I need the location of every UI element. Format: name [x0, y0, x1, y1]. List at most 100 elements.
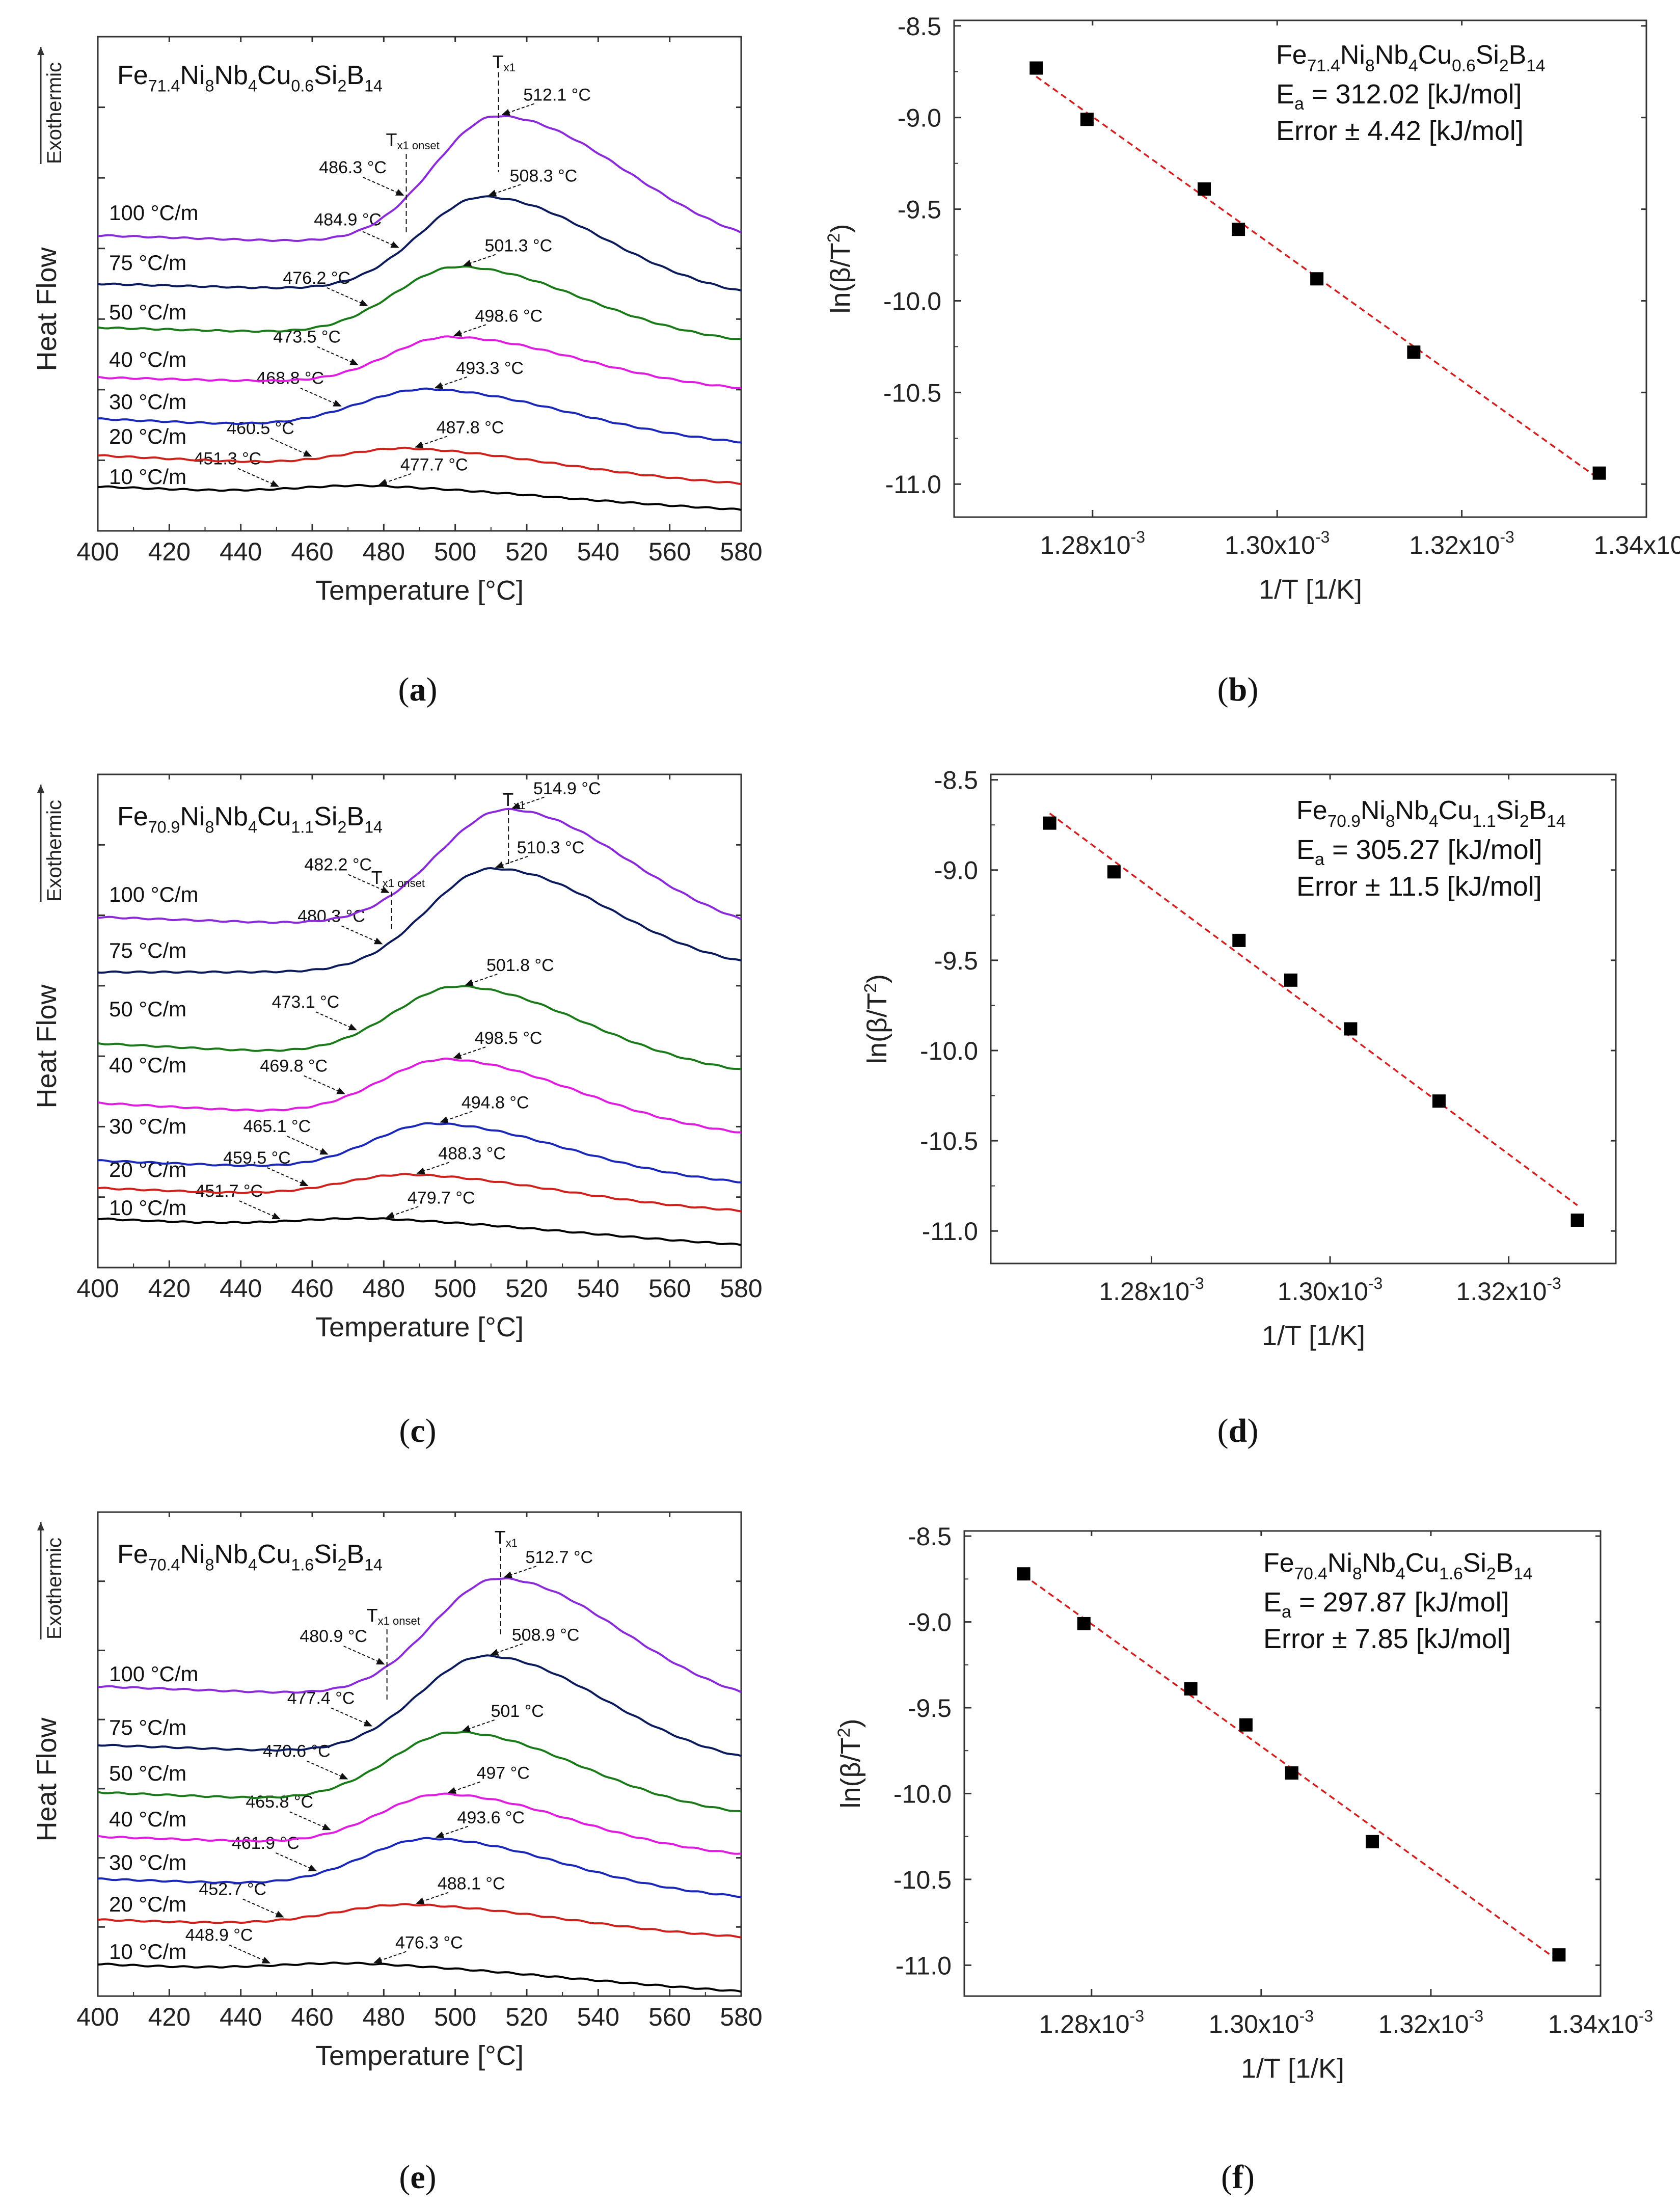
- arrow-head: [495, 862, 504, 869]
- y-tick-label: -9.0: [934, 856, 978, 885]
- x-tick-label: 580: [720, 1274, 762, 1303]
- data-point: [1570, 1213, 1584, 1227]
- dsc-curve: [97, 1577, 742, 1694]
- arrow-head: [333, 399, 342, 407]
- x-tick-label: 1.32x10-3: [1456, 1274, 1561, 1306]
- rate-label: 50 °C/m: [109, 1761, 186, 1785]
- x-tick-label: 400: [76, 1274, 119, 1303]
- x-tick-label: 440: [220, 537, 262, 566]
- arrow-head: [440, 1116, 449, 1123]
- peak-value: 512.1 °C: [523, 86, 591, 105]
- arrow-head: [462, 1725, 471, 1732]
- fit-line: [1036, 75, 1600, 480]
- peak-value: 497 °C: [476, 1764, 529, 1783]
- data-point: [1239, 1718, 1253, 1732]
- dsc-curve: [97, 446, 742, 486]
- x-tick-label: 500: [434, 1274, 476, 1303]
- dsc-curve: [97, 1731, 742, 1813]
- peak-value: 493.3 °C: [456, 359, 524, 378]
- onset-value: 448.9 °C: [185, 1926, 253, 1945]
- y-tick-label: -9.5: [898, 196, 941, 224]
- arrow-head: [37, 47, 44, 55]
- peak-arrow: [487, 184, 521, 197]
- arrow-head: [37, 1522, 44, 1530]
- peak-value: 498.5 °C: [475, 1029, 543, 1048]
- dsc-curve: [97, 808, 742, 924]
- x-tick-label: 400: [76, 2003, 119, 2031]
- x-tick-label: 480: [363, 537, 405, 566]
- x-tick-label: 460: [291, 2003, 333, 2031]
- rate-label: 75 °C/m: [109, 938, 186, 962]
- y-axis-label: Heat Flow: [32, 984, 62, 1108]
- dsc-curve: [97, 1217, 742, 1246]
- peak-arrow: [435, 1825, 469, 1838]
- peak-arrow: [447, 1781, 480, 1794]
- arrow-head: [348, 1024, 357, 1031]
- arrow-head: [336, 1087, 345, 1094]
- y-axis-label: ln(β/T2): [861, 974, 892, 1064]
- arrow-head: [339, 1772, 348, 1780]
- data-point: [1285, 1766, 1298, 1780]
- peak-value: 514.9 °C: [533, 779, 601, 798]
- tx1-onset-label: Tx1 onset: [386, 129, 440, 152]
- caption-d: (d): [1217, 1412, 1259, 1449]
- x-tick-label: 1.28x10-3: [1099, 1274, 1204, 1306]
- data-point: [1232, 933, 1246, 947]
- composition-label: Fe70.4Ni8Nb4Cu1.6Si2B14: [1263, 1548, 1532, 1583]
- onset-value: 480.3 °C: [297, 906, 365, 926]
- tx1-label: Tx1: [493, 51, 516, 74]
- data-point: [1432, 1094, 1446, 1108]
- arrow-head: [373, 1956, 383, 1964]
- rate-label: 40 °C/m: [109, 1053, 186, 1077]
- peak-arrow: [416, 1162, 449, 1174]
- y-tick-label: -11.0: [896, 1951, 952, 1980]
- arrow-head: [319, 1148, 329, 1155]
- arrow-head: [390, 241, 399, 248]
- peak-arrow: [503, 1566, 537, 1578]
- dsc-panel-e: 400 420 440 460 480 500 520 540 560 580 Temperatur…: [32, 1511, 763, 2071]
- rate-label: 20 °C/m: [109, 424, 186, 448]
- arrow-head: [349, 358, 359, 365]
- fit-line: [1049, 813, 1578, 1206]
- onset-value: 465.1 °C: [243, 1117, 311, 1136]
- onset-value: 486.3 °C: [319, 158, 387, 177]
- peak-arrow: [495, 856, 528, 868]
- x-tick-label: 560: [648, 2003, 691, 2031]
- arrow-head: [416, 1167, 425, 1174]
- tx1-label: Tx1: [495, 1527, 518, 1549]
- onset-value: 469.8 °C: [260, 1057, 328, 1076]
- caption-c: (c): [399, 1412, 436, 1449]
- data-point: [1077, 1617, 1091, 1630]
- data-point: [1029, 61, 1043, 75]
- peak-value: 501.3 °C: [484, 236, 552, 256]
- tx1-label: Tx1: [502, 789, 525, 812]
- arrow-head: [463, 259, 472, 266]
- activation-energy: Ea = 312.02 [kJ/mol]: [1276, 79, 1522, 114]
- x-tick-label: 1.28x10-3: [1040, 528, 1145, 559]
- x-tick-label: 1.34x10-3: [1548, 2007, 1653, 2038]
- arrow-head: [503, 1571, 513, 1578]
- arrow-head: [272, 1213, 281, 1220]
- data-point: [1017, 1567, 1031, 1581]
- composition-label: Fe70.9Ni8Nb4Cu1.1Si2B14: [117, 802, 383, 837]
- peak-value: 510.3 °C: [517, 838, 585, 857]
- error-value: Error ± 11.5 [kJ/mol]: [1296, 871, 1542, 902]
- x-tick-label: 1.28x10-3: [1039, 2007, 1144, 2038]
- x-tick-label: 1.30x10-3: [1278, 1274, 1383, 1306]
- peak-arrow: [490, 1643, 523, 1656]
- data-point: [1344, 1022, 1358, 1036]
- composition-label: Fe71.4Ni8Nb4Cu0.6Si2B14: [117, 61, 383, 95]
- data-point: [1310, 272, 1324, 286]
- composition-label: Fe71.4Ni8Nb4Cu0.6Si2B14: [1276, 40, 1545, 75]
- dsc-curve: [97, 1122, 742, 1183]
- dsc-curve: [97, 1654, 742, 1757]
- arrow-head: [501, 109, 510, 116]
- y-tick-label: -9.0: [898, 104, 941, 132]
- peak-arrow: [501, 103, 534, 116]
- data-point: [1592, 466, 1606, 480]
- x-tick-label: 420: [148, 2003, 191, 2031]
- onset-value: 476.2 °C: [283, 268, 350, 288]
- kissinger-panel-d: -8.5 -9.0 -9.5 -10.0 -10.5 -11.0 1.28x10-3 1.30…: [861, 766, 1617, 1351]
- y-tick-label: -11.0: [885, 470, 941, 499]
